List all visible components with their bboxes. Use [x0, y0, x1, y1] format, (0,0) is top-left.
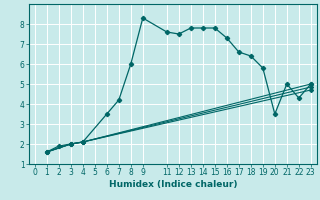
X-axis label: Humidex (Indice chaleur): Humidex (Indice chaleur) [108, 180, 237, 189]
